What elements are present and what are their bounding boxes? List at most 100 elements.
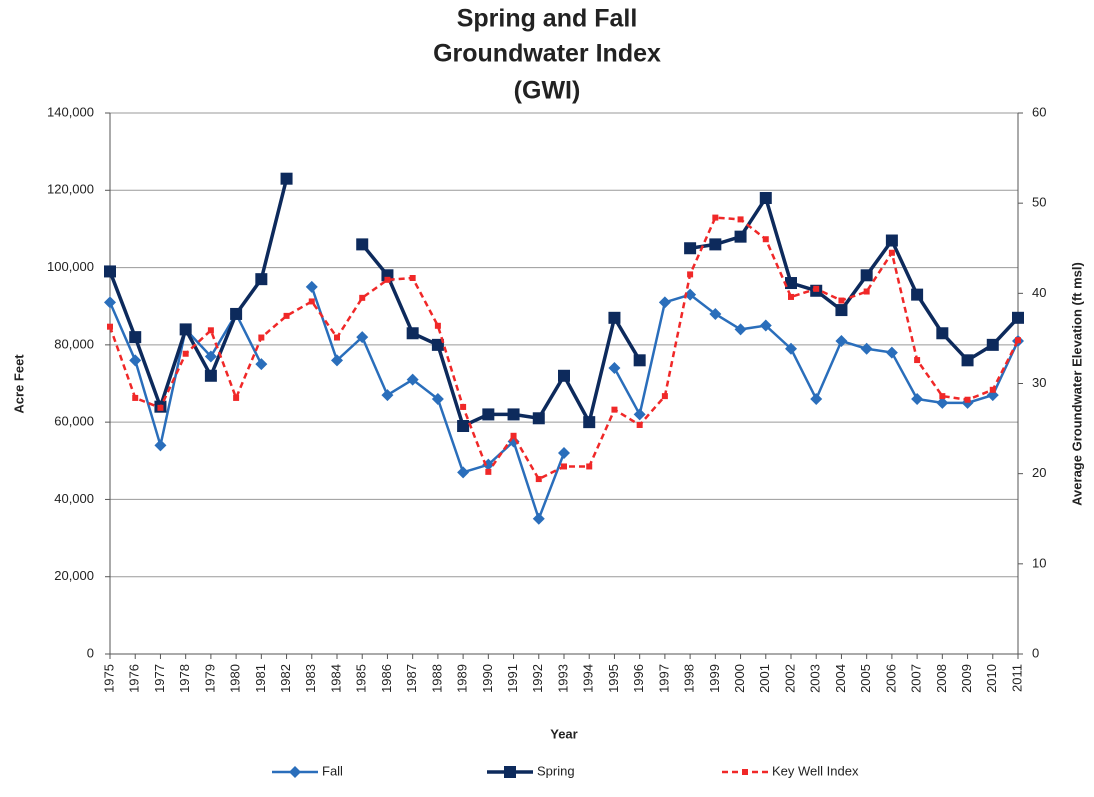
marker [482,408,495,421]
x-tick-label: 1991 [505,664,520,693]
marker [914,357,921,364]
marker [986,338,999,351]
marker [810,392,823,405]
marker [233,394,240,401]
x-tick-label: 2007 [909,664,924,693]
x-tick-label: 2008 [934,664,949,693]
marker [633,408,646,421]
x-tick-label: 1975 [101,664,116,693]
marker [885,234,898,247]
marker [762,236,769,243]
series-line [108,178,1020,429]
marker [863,288,870,295]
x-tick-label: 2010 [984,664,999,693]
x-tick-label: 2009 [959,664,974,693]
x-tick-label: 1977 [152,664,167,693]
marker [1012,311,1024,324]
marker [230,307,243,320]
marker [356,238,369,251]
marker [359,294,366,301]
marker [558,369,570,382]
legend-label: Key Well Index [772,763,859,778]
marker [406,373,419,386]
marker [561,463,567,470]
x-tick-label: 2004 [833,664,848,693]
marker [431,392,444,405]
marker [583,416,596,429]
y-tick-label: 20,000 [54,568,94,583]
marker [510,432,517,439]
marker [129,354,142,367]
marker [558,447,570,460]
x-tick-label: 1983 [303,664,318,693]
y-axis-label: Acre Feet [11,354,26,414]
x-tick-label: 1999 [707,664,722,693]
marker [504,766,516,778]
marker [885,346,898,359]
marker [838,297,845,304]
marker [431,338,444,351]
marker [204,369,217,382]
marker [661,393,668,400]
y-tick-label: 120,000 [47,182,94,197]
marker [204,350,217,363]
marker [936,327,949,340]
x-tick-label: 1985 [354,664,369,693]
marker [305,280,318,293]
marker [507,408,520,421]
marker [132,394,139,401]
chart-title: (GWI) [514,77,581,105]
marker [759,319,772,332]
marker [636,421,643,428]
y2-axis-label: Average Groundwater Elevation (ft msl) [1069,262,1084,506]
y2-tick-label: 50 [1032,195,1046,210]
x-tick-label: 2000 [732,664,747,693]
x-tick-label: 1987 [404,664,419,693]
marker [532,512,545,525]
marker [759,192,772,205]
marker [457,420,470,433]
marker [154,439,167,452]
legend-item: Fall [272,763,343,778]
x-tick-label: 1998 [682,664,697,693]
marker [860,342,873,355]
marker [734,230,747,243]
marker [785,277,797,290]
x-tick-label: 1995 [606,664,621,693]
marker [684,242,697,255]
marker [734,323,747,336]
y-tick-label: 140,000 [47,104,94,119]
y2-tick-label: 20 [1032,465,1046,480]
marker [283,312,290,319]
marker [611,406,618,413]
y-tick-label: 100,000 [47,259,94,274]
x-tick-label: 1990 [480,664,495,693]
legend-item: Key Well Index [722,763,859,778]
x-tick-label: 1997 [656,664,671,693]
legend-item: Spring [487,763,575,778]
marker [911,288,924,301]
y2-tick-label: 40 [1032,285,1046,300]
marker [280,172,293,185]
x-tick-label: 2011 [1009,664,1024,692]
marker [709,307,722,320]
marker [460,403,467,410]
marker [712,214,719,221]
marker [936,396,949,409]
series-line [108,286,1020,523]
marker [406,327,419,340]
marker [409,275,416,282]
y2-tick-label: 10 [1032,555,1046,570]
x-tick-label: 1980 [228,664,243,693]
x-tick-label: 1981 [253,664,268,693]
marker [334,334,340,341]
marker [207,327,214,334]
x-axis-label: Year [550,726,577,741]
y2-tick-label: 0 [1032,645,1039,660]
marker [964,396,971,403]
marker [129,331,142,344]
marker [535,476,542,483]
marker [104,265,116,278]
x-tick-label: 1993 [555,664,570,693]
marker [687,271,694,278]
